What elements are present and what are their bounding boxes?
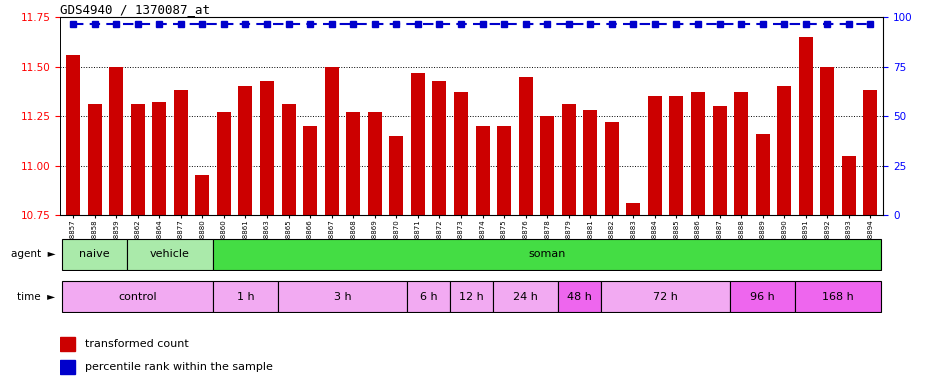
Bar [368,112,382,215]
Bar [795,281,882,312]
Bar [127,239,213,270]
Bar [389,136,403,215]
Bar [62,239,127,270]
Text: 48 h: 48 h [567,291,592,302]
Bar [734,93,748,215]
Text: control: control [118,291,157,302]
Text: time  ►: time ► [18,291,56,302]
Text: naive: naive [80,249,110,260]
Bar [325,67,339,215]
Bar [60,337,75,351]
Bar [863,91,878,215]
Text: 12 h: 12 h [460,291,484,302]
Text: percentile rank within the sample: percentile rank within the sample [85,362,273,372]
Bar [411,73,425,215]
Text: 3 h: 3 h [334,291,352,302]
Bar [519,77,533,215]
Bar [493,281,558,312]
Bar [66,55,80,215]
Text: 6 h: 6 h [420,291,438,302]
Bar [281,104,296,215]
Bar [213,239,882,270]
Bar [130,104,144,215]
Bar [454,93,468,215]
Bar [497,126,512,215]
Bar [799,37,813,215]
Bar [712,106,727,215]
Bar [475,126,489,215]
Text: GDS4940 / 1370087_at: GDS4940 / 1370087_at [60,3,210,16]
Bar [561,104,575,215]
Bar [670,96,684,215]
Bar [213,281,278,312]
Bar [450,281,493,312]
Bar [540,116,554,215]
Bar [195,175,209,215]
Bar [605,122,619,215]
Bar [239,86,253,215]
Bar [407,281,450,312]
Bar [648,96,662,215]
Bar [278,281,407,312]
Bar [153,102,166,215]
Bar [558,281,601,312]
Bar [60,360,75,374]
Text: vehicle: vehicle [150,249,190,260]
Bar [303,126,317,215]
Text: 72 h: 72 h [653,291,678,302]
Bar [691,93,705,215]
Bar [756,134,770,215]
Bar [731,281,795,312]
Bar [216,112,231,215]
Text: 96 h: 96 h [750,291,775,302]
Bar [346,112,360,215]
Bar [432,81,447,215]
Bar [626,203,640,215]
Bar [109,67,123,215]
Text: soman: soman [528,249,566,260]
Bar [601,281,731,312]
Bar [820,67,834,215]
Bar [88,104,102,215]
Bar [842,156,856,215]
Text: agent  ►: agent ► [11,249,56,260]
Bar [777,86,791,215]
Bar [584,110,598,215]
Text: 24 h: 24 h [513,291,538,302]
Text: 168 h: 168 h [822,291,854,302]
Bar [260,81,274,215]
Bar [62,281,213,312]
Text: transformed count: transformed count [85,339,189,349]
Text: 1 h: 1 h [237,291,254,302]
Bar [174,91,188,215]
